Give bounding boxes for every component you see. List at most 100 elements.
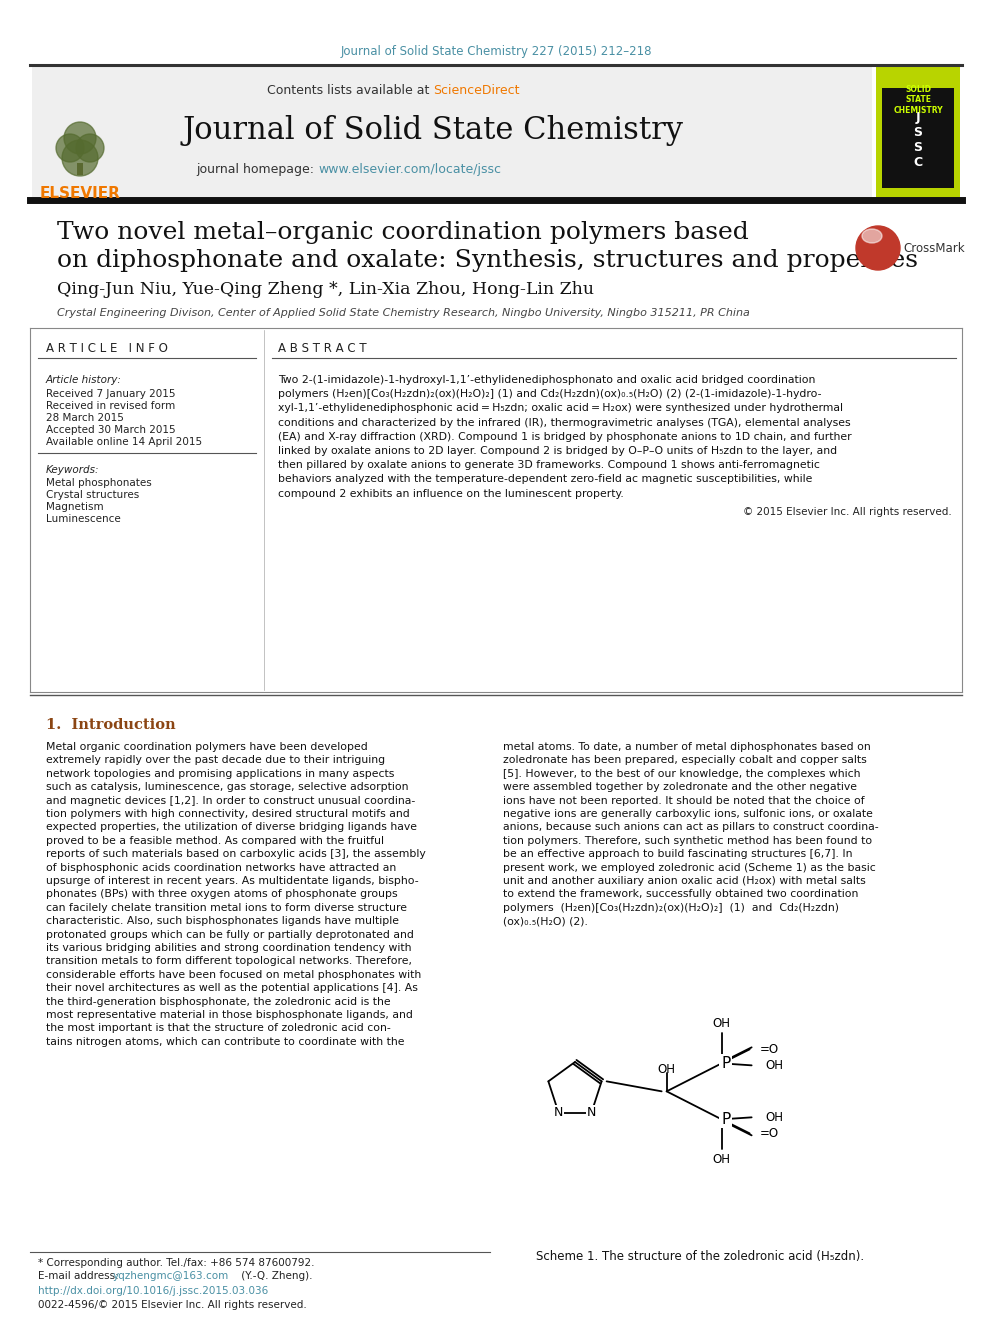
Text: anions, because such anions can act as pillars to construct coordina-: anions, because such anions can act as p… <box>503 823 879 832</box>
Text: yqzhengmc@163.com: yqzhengmc@163.com <box>113 1271 229 1281</box>
Text: ScienceDirect: ScienceDirect <box>433 83 520 97</box>
Text: [5]. However, to the best of our knowledge, the complexes which: [5]. However, to the best of our knowled… <box>503 769 860 779</box>
Text: 1.  Introduction: 1. Introduction <box>46 718 176 732</box>
Text: transition metals to form different topological networks. Therefore,: transition metals to form different topo… <box>46 957 412 966</box>
Text: Scheme 1. The structure of the zoledronic acid (H₅zdn).: Scheme 1. The structure of the zoledroni… <box>536 1250 864 1263</box>
Text: such as catalysis, luminescence, gas storage, selective adsorption: such as catalysis, luminescence, gas sto… <box>46 782 409 792</box>
Text: present work, we employed zoledronic acid (Scheme 1) as the basic: present work, we employed zoledronic aci… <box>503 863 876 873</box>
Text: Journal of Solid State Chemistry: Journal of Solid State Chemistry <box>183 115 683 146</box>
Text: characteristic. Also, such bisphosphonates ligands have multiple: characteristic. Also, such bisphosphonat… <box>46 917 399 926</box>
Text: OH: OH <box>712 1017 731 1029</box>
Text: then pillared by oxalate anions to generate 3D frameworks. Compound 1 shows anti: then pillared by oxalate anions to gener… <box>278 460 819 470</box>
Text: polymers  (H₂en)[Co₃(H₂zdn)₂(ox)(H₂O)₂]  (1)  and  Cd₂(H₂zdn): polymers (H₂en)[Co₃(H₂zdn)₂(ox)(H₂O)₂] (… <box>503 902 839 913</box>
Text: their novel architectures as well as the potential applications [4]. As: their novel architectures as well as the… <box>46 983 418 994</box>
Bar <box>876 65 960 198</box>
Text: metal atoms. To date, a number of metal diphosphonates based on: metal atoms. To date, a number of metal … <box>503 742 871 751</box>
Text: N: N <box>554 1106 563 1119</box>
Text: Metal organic coordination polymers have been developed: Metal organic coordination polymers have… <box>46 742 368 751</box>
Text: Keywords:: Keywords: <box>46 464 99 475</box>
Text: to extend the framework, successfully obtained two coordination: to extend the framework, successfully ob… <box>503 889 858 900</box>
Circle shape <box>62 140 98 176</box>
Text: OH: OH <box>766 1058 784 1072</box>
Text: © 2015 Elsevier Inc. All rights reserved.: © 2015 Elsevier Inc. All rights reserved… <box>743 507 952 517</box>
Text: tains nitrogen atoms, which can contribute to coordinate with the: tains nitrogen atoms, which can contribu… <box>46 1037 405 1046</box>
Text: its various bridging abilities and strong coordination tendency with: its various bridging abilities and stron… <box>46 943 412 953</box>
Text: CrossMark: CrossMark <box>903 242 964 254</box>
Text: and magnetic devices [1,2]. In order to construct unusual coordina-: and magnetic devices [1,2]. In order to … <box>46 795 416 806</box>
Text: Available online 14 April 2015: Available online 14 April 2015 <box>46 437 202 447</box>
Text: N: N <box>587 1106 596 1119</box>
Text: linked by oxalate anions to 2D layer. Compound 2 is bridged by O–P–O units of H₅: linked by oxalate anions to 2D layer. Co… <box>278 446 837 456</box>
Text: unit and another auxiliary anion oxalic acid (H₂ox) with metal salts: unit and another auxiliary anion oxalic … <box>503 876 866 886</box>
Text: xyl-1,1’-ethylidenediphosphonic acid = H₅zdn; oxalic acid = H₂ox) were synthesiz: xyl-1,1’-ethylidenediphosphonic acid = H… <box>278 404 843 413</box>
Circle shape <box>64 122 96 153</box>
Text: polymers (H₂en)[Co₃(H₂zdn)₂(ox)(H₂O)₂] (1) and Cd₂(H₂zdn)(ox)₀.₅(H₂O) (2) (2-(1-: polymers (H₂en)[Co₃(H₂zdn)₂(ox)(H₂O)₂] (… <box>278 389 821 400</box>
Text: http://dx.doi.org/10.1016/j.jssc.2015.03.036: http://dx.doi.org/10.1016/j.jssc.2015.03… <box>38 1286 268 1297</box>
Text: Two 2-(1-imidazole)-1-hydroxyl-1,1’-ethylidenediphosphonato and oxalic acid brid: Two 2-(1-imidazole)-1-hydroxyl-1,1’-ethy… <box>278 374 815 385</box>
Text: Received in revised form: Received in revised form <box>46 401 176 411</box>
Text: (Y.-Q. Zheng).: (Y.-Q. Zheng). <box>238 1271 312 1281</box>
Text: =O: =O <box>760 1127 779 1140</box>
Text: Metal phosphonates: Metal phosphonates <box>46 478 152 488</box>
Text: be an effective approach to build fascinating structures [6,7]. In: be an effective approach to build fascin… <box>503 849 852 859</box>
Text: zoledronate has been prepared, especially cobalt and copper salts: zoledronate has been prepared, especiall… <box>503 755 867 766</box>
Text: journal homepage:: journal homepage: <box>196 164 318 176</box>
Text: A R T I C L E   I N F O: A R T I C L E I N F O <box>46 341 168 355</box>
Text: on diphosphonate and oxalate: Synthesis, structures and properties: on diphosphonate and oxalate: Synthesis,… <box>57 249 918 271</box>
Bar <box>77 163 83 175</box>
Text: OH: OH <box>766 1111 784 1123</box>
Text: www.elsevier.com/locate/jssc: www.elsevier.com/locate/jssc <box>318 164 501 176</box>
Text: were assembled together by zoledronate and the other negative: were assembled together by zoledronate a… <box>503 782 857 792</box>
Text: Received 7 January 2015: Received 7 January 2015 <box>46 389 176 400</box>
Text: Qing-Jun Niu, Yue-Qing Zheng *, Lin-Xia Zhou, Hong-Lin Zhu: Qing-Jun Niu, Yue-Qing Zheng *, Lin-Xia … <box>57 282 594 299</box>
Text: Accepted 30 March 2015: Accepted 30 March 2015 <box>46 425 176 435</box>
Text: the most important is that the structure of zoledronic acid con-: the most important is that the structure… <box>46 1024 391 1033</box>
Text: J
S
S
C: J S S C <box>914 111 923 169</box>
Text: network topologies and promising applications in many aspects: network topologies and promising applica… <box>46 769 395 779</box>
Text: (ox)₀.₅(H₂O) (2).: (ox)₀.₅(H₂O) (2). <box>503 917 588 926</box>
Text: Journal of Solid State Chemistry 227 (2015) 212–218: Journal of Solid State Chemistry 227 (20… <box>340 45 652 58</box>
Text: Magnetism: Magnetism <box>46 501 103 512</box>
Circle shape <box>56 134 84 161</box>
Text: proved to be a feasible method. As compared with the fruitful: proved to be a feasible method. As compa… <box>46 836 384 845</box>
Text: phonates (BPs) with three oxygen atoms of phosphonate groups: phonates (BPs) with three oxygen atoms o… <box>46 889 398 900</box>
Text: the third-generation bisphosphonate, the zoledronic acid is the: the third-generation bisphosphonate, the… <box>46 996 391 1007</box>
Text: conditions and characterized by the infrared (IR), thermogravimetric analyses (T: conditions and characterized by the infr… <box>278 418 850 427</box>
Text: protonated groups which can be fully or partially deprotonated and: protonated groups which can be fully or … <box>46 930 414 939</box>
Text: Crystal structures: Crystal structures <box>46 490 139 500</box>
Text: reports of such materials based on carboxylic acids [3], the assembly: reports of such materials based on carbo… <box>46 849 426 859</box>
Text: A B S T R A C T: A B S T R A C T <box>278 341 367 355</box>
Text: 28 March 2015: 28 March 2015 <box>46 413 124 423</box>
Ellipse shape <box>862 229 882 243</box>
Text: upsurge of interest in recent years. As multidentate ligands, bispho-: upsurge of interest in recent years. As … <box>46 876 419 886</box>
Text: Two novel metal–organic coordination polymers based: Two novel metal–organic coordination pol… <box>57 221 749 243</box>
Text: Luminescence: Luminescence <box>46 515 121 524</box>
Text: * Corresponding author. Tel./fax: +86 574 87600792.: * Corresponding author. Tel./fax: +86 57… <box>38 1258 314 1267</box>
Text: OH: OH <box>658 1062 676 1076</box>
Text: most representative material in those bisphosphonate ligands, and: most representative material in those bi… <box>46 1009 413 1020</box>
Text: can facilely chelate transition metal ions to form diverse structure: can facilely chelate transition metal io… <box>46 902 407 913</box>
Text: OH: OH <box>712 1152 731 1166</box>
Text: Crystal Engineering Divison, Center of Applied Solid State Chemistry Research, N: Crystal Engineering Divison, Center of A… <box>57 308 750 318</box>
Text: P: P <box>721 1111 730 1127</box>
Bar <box>882 89 954 188</box>
Text: SOLID
STATE
CHEMISTRY: SOLID STATE CHEMISTRY <box>893 85 942 115</box>
Text: negative ions are generally carboxylic ions, sulfonic ions, or oxalate: negative ions are generally carboxylic i… <box>503 808 873 819</box>
Text: of bisphosphonic acids coordination networks have attracted an: of bisphosphonic acids coordination netw… <box>46 863 396 873</box>
Circle shape <box>856 226 900 270</box>
Text: ELSEVIER: ELSEVIER <box>40 185 120 201</box>
Text: 0022-4596/© 2015 Elsevier Inc. All rights reserved.: 0022-4596/© 2015 Elsevier Inc. All right… <box>38 1301 307 1310</box>
Text: behaviors analyzed with the temperature-dependent zero-field ac magnetic suscept: behaviors analyzed with the temperature-… <box>278 475 812 484</box>
Text: P: P <box>721 1056 730 1070</box>
Text: =O: =O <box>760 1043 779 1056</box>
Text: expected properties, the utilization of diverse bridging ligands have: expected properties, the utilization of … <box>46 823 417 832</box>
Text: (EA) and X-ray diffraction (XRD). Compound 1 is bridged by phosphonate anions to: (EA) and X-ray diffraction (XRD). Compou… <box>278 431 851 442</box>
Text: considerable efforts have been focused on metal phosphonates with: considerable efforts have been focused o… <box>46 970 422 980</box>
Text: tion polymers. Therefore, such synthetic method has been found to: tion polymers. Therefore, such synthetic… <box>503 836 872 845</box>
Text: E-mail address:: E-mail address: <box>38 1271 122 1281</box>
Text: tion polymers with high connectivity, desired structural motifs and: tion polymers with high connectivity, de… <box>46 808 410 819</box>
Circle shape <box>76 134 104 161</box>
Bar <box>32 65 872 198</box>
Text: compound 2 exhibits an influence on the luminescent property.: compound 2 exhibits an influence on the … <box>278 488 624 499</box>
Text: Contents lists available at: Contents lists available at <box>267 83 433 97</box>
